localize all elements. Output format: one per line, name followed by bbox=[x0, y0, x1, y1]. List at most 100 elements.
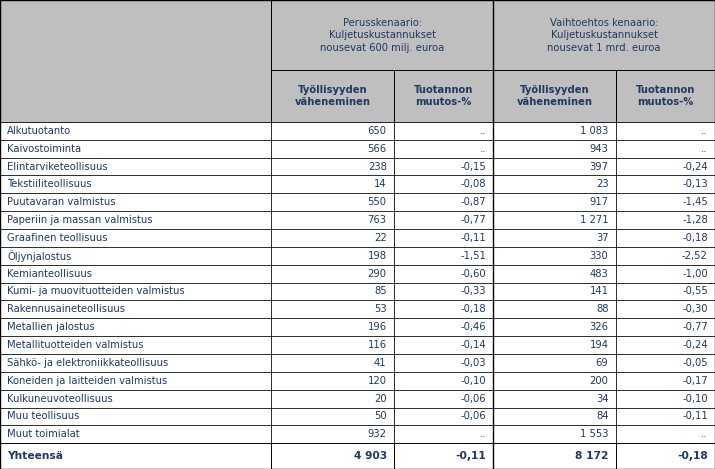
Bar bbox=[272, 247, 394, 265]
Bar bbox=[0, 301, 272, 318]
Text: Kaivostoiminta: Kaivostoiminta bbox=[7, 144, 82, 154]
Bar bbox=[272, 229, 394, 247]
Text: -0,06: -0,06 bbox=[460, 393, 486, 404]
Bar bbox=[0, 408, 272, 425]
Text: 69: 69 bbox=[596, 358, 608, 368]
Text: Kumi- ja muovituotteiden valmistus: Kumi- ja muovituotteiden valmistus bbox=[7, 287, 184, 296]
Bar bbox=[272, 158, 394, 175]
Bar bbox=[272, 390, 394, 408]
Text: 200: 200 bbox=[590, 376, 608, 386]
Text: 88: 88 bbox=[596, 304, 608, 314]
Text: Muut toimialat: Muut toimialat bbox=[7, 429, 80, 439]
Text: 932: 932 bbox=[368, 429, 387, 439]
Bar bbox=[394, 301, 493, 318]
Bar bbox=[493, 282, 616, 301]
Text: Elintarviketeollisuus: Elintarviketeollisuus bbox=[7, 161, 108, 172]
Text: Graafinen teollisuus: Graafinen teollisuus bbox=[7, 233, 108, 243]
Bar bbox=[616, 336, 715, 354]
Bar bbox=[493, 443, 616, 469]
Bar bbox=[493, 70, 616, 122]
Text: 198: 198 bbox=[368, 251, 387, 261]
Bar bbox=[493, 390, 616, 408]
Bar bbox=[616, 301, 715, 318]
Text: 196: 196 bbox=[368, 322, 387, 332]
Bar bbox=[0, 282, 272, 301]
Bar bbox=[616, 282, 715, 301]
Bar bbox=[616, 122, 715, 140]
Text: 650: 650 bbox=[368, 126, 387, 136]
Bar bbox=[616, 247, 715, 265]
Bar bbox=[493, 318, 616, 336]
Text: 116: 116 bbox=[368, 340, 387, 350]
Text: ..: .. bbox=[480, 144, 486, 154]
Bar bbox=[272, 122, 394, 140]
Bar bbox=[0, 354, 272, 372]
Bar bbox=[272, 336, 394, 354]
Text: 1 083: 1 083 bbox=[580, 126, 608, 136]
Text: 4 903: 4 903 bbox=[353, 451, 387, 461]
Bar bbox=[0, 390, 272, 408]
Bar bbox=[493, 425, 616, 443]
Text: Sähkö- ja elektroniikkateollisuus: Sähkö- ja elektroniikkateollisuus bbox=[7, 358, 169, 368]
Text: -0,10: -0,10 bbox=[460, 376, 486, 386]
Text: Työllisyyden
väheneminen: Työllisyyden väheneminen bbox=[516, 85, 593, 107]
Text: 483: 483 bbox=[590, 269, 608, 279]
Text: 1 271: 1 271 bbox=[580, 215, 608, 225]
Bar bbox=[616, 354, 715, 372]
Bar bbox=[272, 318, 394, 336]
Text: -0,24: -0,24 bbox=[682, 161, 708, 172]
Text: -0,18: -0,18 bbox=[682, 233, 708, 243]
Text: ..: .. bbox=[701, 144, 708, 154]
Bar bbox=[394, 318, 493, 336]
Bar bbox=[0, 140, 272, 158]
Text: -0,11: -0,11 bbox=[682, 411, 708, 422]
Bar bbox=[0, 372, 272, 390]
Text: -0,77: -0,77 bbox=[682, 322, 708, 332]
Text: Tuotannon
muutos-%: Tuotannon muutos-% bbox=[414, 85, 473, 107]
Text: Rakennusaineteollisuus: Rakennusaineteollisuus bbox=[7, 304, 125, 314]
Bar bbox=[616, 372, 715, 390]
Text: 194: 194 bbox=[589, 340, 608, 350]
Bar bbox=[272, 408, 394, 425]
Bar bbox=[493, 175, 616, 193]
Text: -1,51: -1,51 bbox=[460, 251, 486, 261]
Bar bbox=[394, 265, 493, 282]
Text: -1,28: -1,28 bbox=[682, 215, 708, 225]
Text: 37: 37 bbox=[596, 233, 608, 243]
Bar bbox=[394, 229, 493, 247]
Text: -0,30: -0,30 bbox=[682, 304, 708, 314]
Bar bbox=[616, 70, 715, 122]
Text: Öljynjalostus: Öljynjalostus bbox=[7, 250, 72, 262]
Bar bbox=[493, 265, 616, 282]
Bar bbox=[493, 301, 616, 318]
Text: 41: 41 bbox=[374, 358, 387, 368]
Text: 238: 238 bbox=[368, 161, 387, 172]
Bar bbox=[272, 175, 394, 193]
Bar bbox=[0, 336, 272, 354]
Text: -1,00: -1,00 bbox=[682, 269, 708, 279]
Text: Kemianteollisuus: Kemianteollisuus bbox=[7, 269, 92, 279]
Bar bbox=[272, 301, 394, 318]
Bar bbox=[272, 0, 493, 70]
Bar bbox=[272, 354, 394, 372]
Bar bbox=[394, 70, 493, 122]
Text: Tuotannon
muutos-%: Tuotannon muutos-% bbox=[636, 85, 695, 107]
Bar bbox=[0, 122, 272, 140]
Text: Alkutuotanto: Alkutuotanto bbox=[7, 126, 72, 136]
Text: -0,87: -0,87 bbox=[460, 197, 486, 207]
Text: -1,45: -1,45 bbox=[682, 197, 708, 207]
Text: 53: 53 bbox=[374, 304, 387, 314]
Bar bbox=[0, 425, 272, 443]
Text: -0,06: -0,06 bbox=[460, 411, 486, 422]
Text: -0,24: -0,24 bbox=[682, 340, 708, 350]
Text: -0,60: -0,60 bbox=[460, 269, 486, 279]
Bar bbox=[0, 247, 272, 265]
Text: Muu teollisuus: Muu teollisuus bbox=[7, 411, 79, 422]
Text: 20: 20 bbox=[374, 393, 387, 404]
Bar bbox=[493, 354, 616, 372]
Text: -0,11: -0,11 bbox=[460, 233, 486, 243]
Bar bbox=[394, 408, 493, 425]
Bar bbox=[493, 140, 616, 158]
Text: Metallituotteiden valmistus: Metallituotteiden valmistus bbox=[7, 340, 144, 350]
Text: 326: 326 bbox=[589, 322, 608, 332]
